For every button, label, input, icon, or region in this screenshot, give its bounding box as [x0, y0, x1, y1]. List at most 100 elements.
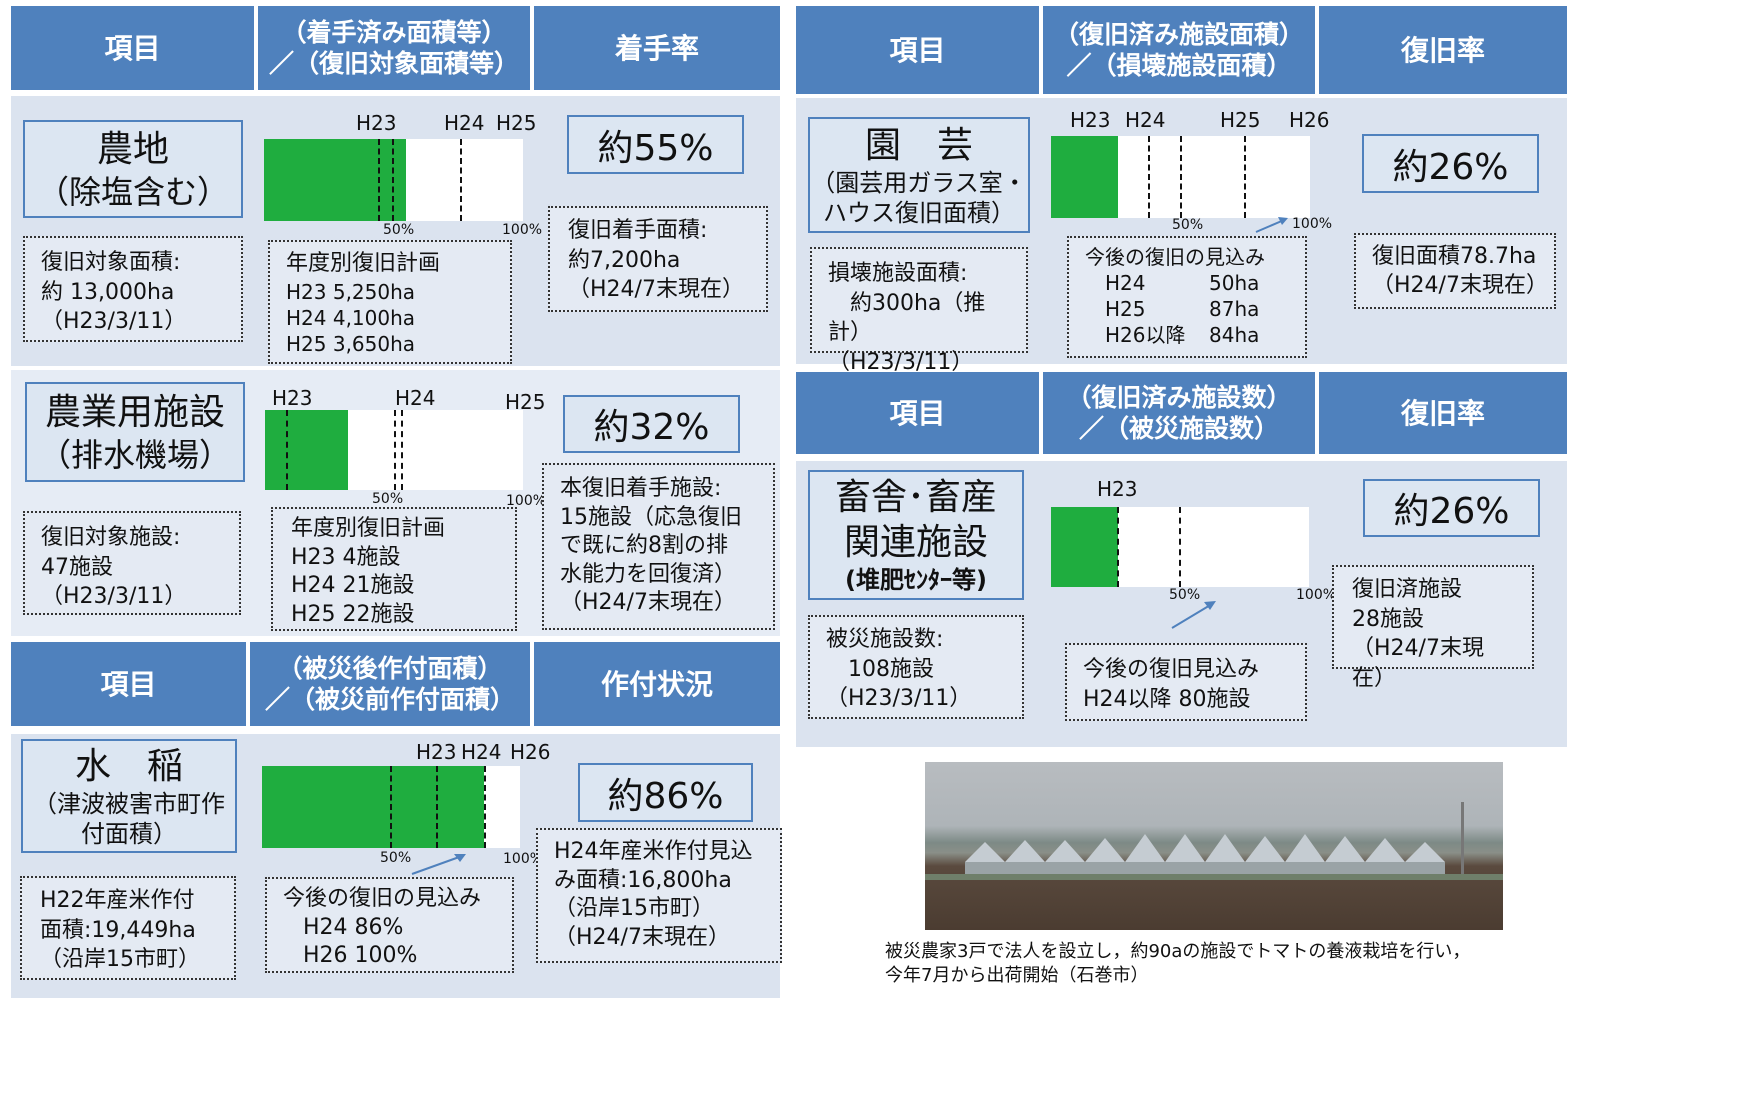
status-line: 復旧面積78.7ha [1372, 244, 1537, 269]
right-header2-rate: 復旧率 [1319, 372, 1567, 454]
arrow-icon [1171, 601, 1216, 629]
rice-status-box: H24年産米作付見込 み面積:16,800ha （沿岸15市町） （H24/7末… [536, 828, 782, 963]
right-header-ratio: （復旧済み施設面積） ／（損壊施設面積） [1043, 6, 1315, 94]
livestock-status-box: 復旧済施設 28施設 （H24/7末現在） [1332, 565, 1534, 691]
rice-header-item: 項目 [11, 642, 246, 726]
year-label-h26: H26 [510, 740, 551, 764]
header-rate: 着手率 [534, 6, 780, 90]
arrow-icon [411, 854, 466, 875]
livestock-name: 畜舎･畜産 [834, 477, 997, 518]
plan-value: 84ha [1209, 323, 1260, 347]
rice-plan-box: 今後の復旧の見込み H24 86% H26 100% [265, 877, 514, 973]
facility-name: 農業用施設 [44, 391, 225, 433]
tick-50: 50% [380, 850, 412, 866]
year-label-h23: H23 [1070, 108, 1111, 132]
header-ratio-line2: ／（被災前作付面積） [264, 685, 515, 714]
status-line: み面積:16,800ha [554, 867, 732, 893]
facility-name-box: 農業用施設 （排水機場） [25, 382, 245, 482]
right-header2-ratio: （復旧済み施設数） ／（被災施設数） [1043, 372, 1315, 454]
header-ratio-line1: （復旧済み施設面積） [1053, 19, 1304, 49]
horticulture-rate: 約26% [1362, 134, 1539, 193]
farmland-rate-value: 約55% [597, 127, 714, 169]
header-rate-label: 作付状況 [600, 667, 713, 701]
livestock-progress-fill [1051, 507, 1119, 587]
year-marker [484, 766, 486, 848]
horticulture-subname: （園芸用ガラス室・ [811, 168, 1027, 197]
facility-info-box: 復旧対象施設: 47施設 （H23/3/11） [23, 511, 241, 615]
header-item: 項目 [11, 6, 254, 90]
year-label-h23: H23 [272, 386, 313, 410]
rice-progress-bar [262, 766, 520, 848]
status-line: （H24/7末現在） [554, 924, 730, 950]
photo-caption: 被災農家3戸で法人を設立し，約90aの施設でトマトの養液栽培を行い， 今年7月か… [885, 940, 1545, 989]
status-line: （沿岸15市町） [554, 896, 714, 922]
tick-100: 100% [503, 851, 544, 867]
header-ratio: （着手済み面積等） ／（復旧対象面積等） [258, 6, 530, 90]
year-label-h24: H24 [1125, 108, 1166, 132]
rice-subname: （津波被害市町作 [33, 789, 225, 818]
farmland-info-line: 復旧対象面積: [41, 250, 181, 275]
livestock-info-line: （H23/3/11） [826, 686, 972, 712]
farmland-info-box: 復旧対象面積: 約 13,000ha （H23/3/11） [23, 236, 243, 342]
farmland-info-line: （H23/3/11） [41, 309, 187, 335]
header-ratio-line1: （復旧済み施設数） [1066, 382, 1292, 412]
livestock-rate-value: 約26% [1393, 491, 1510, 532]
rice-name-box: 水 稲 （津波被害市町作 付面積） [21, 739, 237, 853]
tick-50: 50% [372, 491, 404, 507]
year-marker [392, 139, 394, 221]
plan-row: H23 4施設 [291, 544, 401, 570]
facility-info-line: 復旧対象施設: [41, 525, 181, 550]
horticulture-rate-value: 約26% [1392, 146, 1509, 188]
year-label-h25: H25 [1220, 108, 1261, 132]
facility-plan-box: 年度別復旧計画 H23 4施設 H24 21施設 H25 22施設 [271, 507, 517, 631]
year-label-h25: H25 [496, 111, 537, 135]
livestock-info-line: 被災施設数: [826, 627, 944, 652]
status-line: （H24/7末現在） [560, 590, 736, 616]
header-item-label: 項目 [100, 667, 157, 701]
horticulture-info-box: 損壊施設面積: 約300ha（推計） （H23/3/11） [810, 247, 1028, 375]
status-line: 本復旧着手施設: [560, 476, 722, 501]
tick-100: 100% [1292, 216, 1333, 232]
status-line: 復旧着手面積: [568, 218, 708, 243]
horticulture-name-box: 園 芸 （園芸用ガラス室・ ハウス復旧面積） [808, 117, 1030, 233]
farmland-name-box: 農地 （除塩含む） [23, 120, 243, 218]
status-line: （H24/7末現在） [568, 277, 744, 303]
horticulture-progress-fill [1051, 136, 1119, 218]
plan-row: H24 21施設 [291, 573, 415, 599]
rice-subname: 付面積） [81, 819, 177, 848]
facility-subname: （排水機場） [38, 435, 231, 474]
tick-100: 100% [506, 493, 547, 509]
livestock-info-box: 被災施設数: 108施設 （H23/3/11） [808, 615, 1024, 719]
livestock-progress-bar [1051, 507, 1309, 587]
farmland-rate: 約55% [567, 115, 744, 174]
year-marker [436, 766, 438, 848]
horticulture-status-box: 復旧面積78.7ha （H24/7末現在） [1354, 233, 1556, 309]
plan-row: H25 3,650ha [286, 331, 416, 356]
farmland-subname: （除塩含む） [36, 172, 229, 211]
plan-row: H24以降 80施設 [1083, 686, 1251, 712]
farmland-status-box: 復旧着手面積: 約7,200ha （H24/7末現在） [548, 206, 768, 312]
year-marker [394, 410, 396, 490]
rice-info-line: H22年産米作付 [40, 888, 195, 913]
greenhouse-icon [925, 802, 1503, 880]
horticulture-info-line: 損壊施設面積: [828, 261, 968, 286]
tick-100: 100% [1296, 587, 1337, 603]
rice-header-rate: 作付状況 [534, 642, 780, 726]
livestock-plan-box: 今後の復旧見込み H24以降 80施設 [1065, 643, 1307, 721]
status-line: （H24/7末現在） [1372, 272, 1548, 298]
header-rate-label: 復旧率 [1400, 396, 1485, 430]
tick-50: 50% [383, 222, 415, 238]
year-label-h24: H24 [395, 386, 436, 410]
horticulture-name: 園 芸 [864, 124, 973, 166]
header-ratio-line1: （被災後作付面積） [277, 653, 503, 683]
plan-title: 今後の復旧の見込み [1085, 245, 1265, 269]
right-header2-item: 項目 [796, 372, 1039, 454]
year-marker [1180, 136, 1182, 218]
year-marker [1148, 136, 1150, 218]
year-marker [286, 410, 288, 490]
status-line: 復旧済施設 [1352, 577, 1463, 602]
facility-status-box: 本復旧着手施設: 15施設（応急復旧 で既に約8割の排 水能力を回復済） （H2… [542, 463, 775, 630]
farmland-info-line: 約 13,000ha [41, 279, 175, 305]
livestock-name-box: 畜舎･畜産 関連施設 (堆肥ｾﾝﾀｰ等) [808, 470, 1024, 600]
year-label-h23: H23 [416, 740, 457, 764]
